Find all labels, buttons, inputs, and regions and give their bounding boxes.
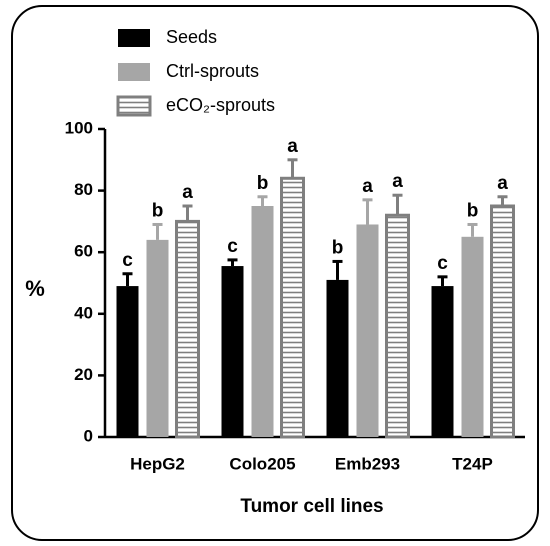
significance-letter: c xyxy=(437,253,448,274)
significance-letter: b xyxy=(332,237,344,258)
significance-letter: a xyxy=(182,182,193,203)
y-tick-label: 20 xyxy=(74,365,93,384)
legend-swatch xyxy=(118,29,150,47)
significance-letter: a xyxy=(497,173,508,194)
significance-letter: a xyxy=(392,171,403,192)
significance-letter: a xyxy=(362,176,373,197)
bar xyxy=(385,213,410,439)
x-tick-label: Emb293 xyxy=(335,454,400,473)
legend-label: eCO₂-sprouts xyxy=(166,95,275,115)
bar xyxy=(356,224,379,437)
bar xyxy=(251,206,274,437)
x-axis-title: Tumor cell lines xyxy=(240,496,383,517)
bar xyxy=(175,219,200,439)
y-tick-label: 80 xyxy=(74,180,93,199)
bar xyxy=(490,204,515,439)
bar xyxy=(280,176,305,439)
significance-letter: b xyxy=(467,200,479,221)
bar xyxy=(116,286,139,437)
legend-swatch xyxy=(118,63,150,81)
bar xyxy=(221,266,244,437)
significance-letter: b xyxy=(152,200,164,221)
legend-label: Seeds xyxy=(166,27,217,47)
legend-label: Ctrl-sprouts xyxy=(166,61,259,81)
significance-letter: a xyxy=(287,136,298,157)
x-tick-label: HepG2 xyxy=(130,454,185,473)
bar xyxy=(431,286,454,437)
x-tick-label: T24P xyxy=(452,454,493,473)
x-tick-label: Colo205 xyxy=(229,454,295,473)
bar xyxy=(146,239,169,437)
y-tick-label: 100 xyxy=(65,118,93,137)
legend-swatch xyxy=(116,95,152,117)
significance-letter: c xyxy=(122,250,133,271)
y-tick-label: 60 xyxy=(74,242,93,261)
y-axis-title: % xyxy=(25,276,45,301)
bar xyxy=(326,279,349,437)
significance-letter: c xyxy=(227,236,238,257)
bar xyxy=(461,236,484,437)
y-tick-label: 40 xyxy=(74,303,93,322)
significance-letter: b xyxy=(257,173,269,194)
y-tick-label: 0 xyxy=(84,426,93,445)
